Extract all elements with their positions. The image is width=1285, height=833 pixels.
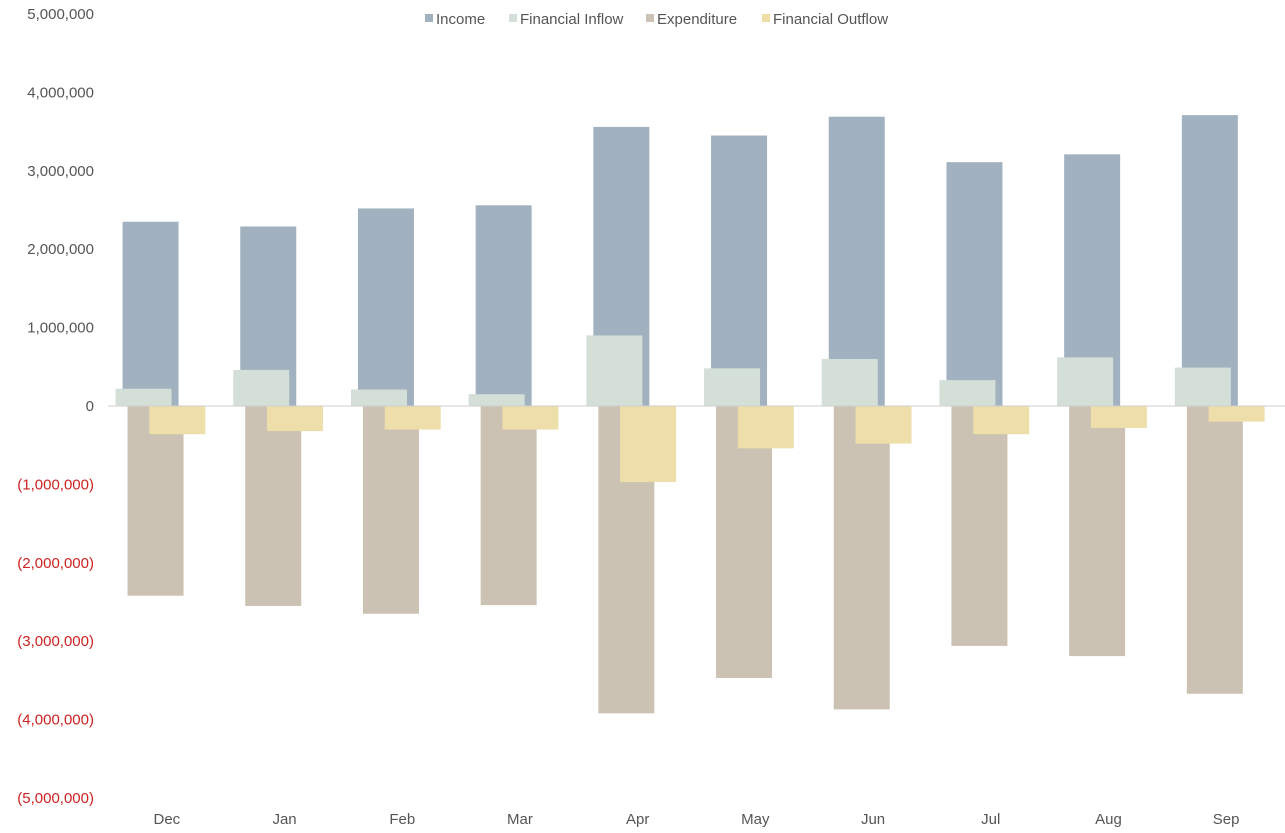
x-tick-label: Apr — [626, 811, 649, 828]
bar-income — [475, 205, 532, 406]
y-tick-label: (5,000,000) — [17, 790, 94, 807]
bar-financial-inflow — [468, 394, 525, 406]
bar-financial-outflow — [1090, 406, 1147, 428]
bar-expenditure — [716, 406, 773, 679]
y-tick-label: (3,000,000) — [17, 633, 94, 650]
bar-financial-outflow — [384, 406, 441, 430]
bar-income — [828, 116, 885, 406]
bar-financial-outflow — [502, 406, 559, 430]
legend-swatch — [646, 14, 654, 22]
legend-swatch — [425, 14, 433, 22]
bar-income — [1181, 115, 1238, 407]
x-tick-label: May — [741, 811, 770, 828]
y-tick-label: (4,000,000) — [17, 712, 94, 729]
y-tick-label: 2,000,000 — [27, 241, 94, 258]
y-tick-label: 4,000,000 — [27, 84, 94, 101]
bar-financial-inflow — [1174, 367, 1231, 406]
bar-expenditure — [951, 406, 1008, 646]
legend-label: Financial Outflow — [773, 11, 888, 28]
y-tick-label: 1,000,000 — [27, 320, 94, 337]
bar-financial-inflow — [586, 335, 643, 406]
bar-financial-inflow — [704, 368, 761, 406]
y-tick-label: 5,000,000 — [27, 6, 94, 23]
bar-income — [357, 208, 414, 406]
bar-expenditure — [833, 406, 890, 710]
bar-income — [711, 135, 768, 406]
bar-expenditure — [362, 406, 419, 614]
legend-label: Financial Inflow — [520, 11, 624, 28]
bar-financial-outflow — [855, 406, 912, 444]
x-tick-label: Aug — [1095, 811, 1122, 828]
bar-financial-outflow — [620, 406, 677, 483]
bar-expenditure — [480, 406, 537, 606]
legend-label: Income — [436, 11, 485, 28]
bar-financial-outflow — [1208, 406, 1265, 422]
bar-financial-outflow — [149, 406, 206, 435]
x-tick-label: Mar — [507, 811, 533, 828]
x-tick-label: Jan — [272, 811, 296, 828]
legend-swatch — [762, 14, 770, 22]
bar-expenditure — [127, 406, 184, 596]
y-tick-label: (2,000,000) — [17, 555, 94, 572]
x-tick-label: Feb — [389, 811, 415, 828]
x-tick-label: Jul — [981, 811, 1000, 828]
bar-financial-outflow — [973, 406, 1030, 435]
bar-financial-inflow — [821, 358, 878, 406]
bar-expenditure — [1186, 406, 1243, 694]
y-tick-label: 0 — [86, 398, 94, 415]
bar-financial-inflow — [350, 389, 407, 406]
bar-financial-inflow — [939, 380, 996, 406]
bar-income — [122, 221, 179, 406]
bar-financial-inflow — [115, 388, 172, 406]
y-tick-label: (1,000,000) — [17, 476, 94, 493]
bar-expenditure — [245, 406, 302, 606]
x-tick-label: Sep — [1213, 811, 1240, 828]
y-tick-label: 3,000,000 — [27, 163, 94, 180]
bar-income — [946, 162, 1003, 406]
bar-financial-inflow — [1057, 357, 1114, 406]
bar-financial-outflow — [267, 406, 324, 432]
legend-swatch — [509, 14, 517, 22]
bar-financial-outflow — [737, 406, 794, 449]
bar-expenditure — [1069, 406, 1126, 657]
x-tick-label: Jun — [861, 811, 885, 828]
x-tick-label: Dec — [154, 811, 181, 828]
bar-financial-inflow — [233, 369, 290, 406]
legend-label: Expenditure — [657, 11, 737, 28]
